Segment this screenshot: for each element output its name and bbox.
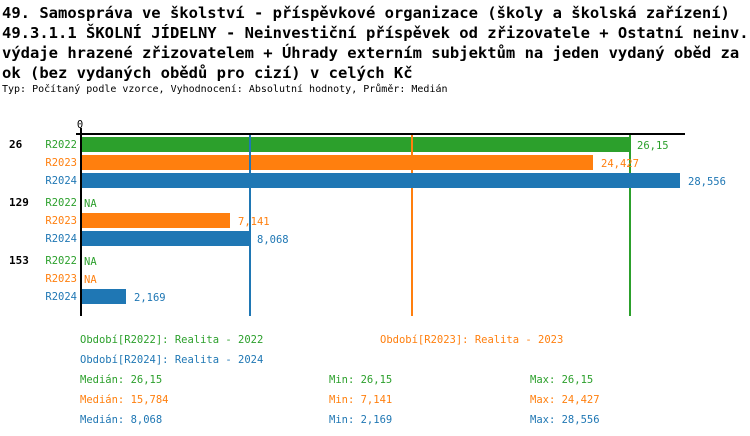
group-label-129: 129 xyxy=(9,196,29,209)
report-title-line-3: výdaje hrazené zřizovatelem + Úhrady ext… xyxy=(2,44,750,62)
row-label-153-R2023: R2023 xyxy=(45,273,77,285)
median-line-R2023 xyxy=(411,134,413,316)
report-title-line-1: 49. Samospráva ve školství - příspěvkové… xyxy=(2,4,730,22)
bar-26-R2023 xyxy=(82,155,593,170)
group-label-153: 153 xyxy=(9,254,29,267)
bar-value-26-R2023: 24,427 xyxy=(601,158,639,170)
legend-median-R2023: Medián: 15,784 xyxy=(80,394,169,406)
legend-period-R2023: Období[R2023]: Realita - 2023 xyxy=(380,334,564,346)
na-label-153-R2022: NA xyxy=(84,256,97,268)
legend-min-R2023: Min: 7,141 xyxy=(329,394,393,406)
legend-median-R2024: Medián: 8,068 xyxy=(80,414,163,426)
row-label-26-R2023: R2023 xyxy=(45,157,77,169)
y-axis-line xyxy=(80,128,82,316)
report-title-line-4: ok (bez vydaných obědů pro cizí) v celýc… xyxy=(2,64,413,82)
legend-median-R2022: Medián: 26,15 xyxy=(80,374,163,386)
row-label-153-R2024: R2024 xyxy=(45,291,77,303)
median-line-R2024 xyxy=(249,134,251,316)
legend-min-R2022: Min: 26,15 xyxy=(329,374,393,386)
report-title-line-2: 49.3.1.1 ŠKOLNÍ JÍDELNY - Neinvestiční p… xyxy=(2,24,749,42)
row-label-153-R2022: R2022 xyxy=(45,255,77,267)
na-label-129-R2022: NA xyxy=(84,198,97,210)
bar-value-153-R2024: 2,169 xyxy=(134,292,166,304)
na-label-153-R2023: NA xyxy=(84,274,97,286)
bar-value-26-R2024: 28,556 xyxy=(688,176,726,188)
row-label-26-R2024: R2024 xyxy=(45,175,77,187)
row-label-129-R2023: R2023 xyxy=(45,215,77,227)
legend-max-R2023: Max: 24,427 xyxy=(530,394,600,406)
legend-period-R2024: Období[R2024]: Realita - 2024 xyxy=(80,354,264,366)
bar-129-R2023 xyxy=(82,213,230,228)
group-label-26: 26 xyxy=(9,138,23,151)
bar-value-26-R2022: 26,15 xyxy=(637,140,669,152)
row-label-129-R2022: R2022 xyxy=(45,197,77,209)
x-axis-line xyxy=(76,133,685,135)
median-line-R2022 xyxy=(629,134,631,316)
bar-26-R2022 xyxy=(82,137,629,152)
legend-period-R2022: Období[R2022]: Realita - 2022 xyxy=(80,334,264,346)
legend-min-R2024: Min: 2,169 xyxy=(329,414,393,426)
legend-max-R2024: Max: 28,556 xyxy=(530,414,600,426)
bar-26-R2024 xyxy=(82,173,680,188)
row-label-129-R2024: R2024 xyxy=(45,233,77,245)
row-label-26-R2022: R2022 xyxy=(45,139,77,151)
bar-value-129-R2024: 8,068 xyxy=(257,234,289,246)
indicator-meta-line: Typ: Počítaný podle vzorce, Vyhodnocení:… xyxy=(2,84,448,95)
bar-value-129-R2023: 7,141 xyxy=(238,216,270,228)
axis-zero-tick-label: 0 xyxy=(76,119,84,131)
legend-max-R2022: Max: 26,15 xyxy=(530,374,594,386)
bar-129-R2024 xyxy=(82,231,249,246)
bar-153-R2024 xyxy=(82,289,126,304)
